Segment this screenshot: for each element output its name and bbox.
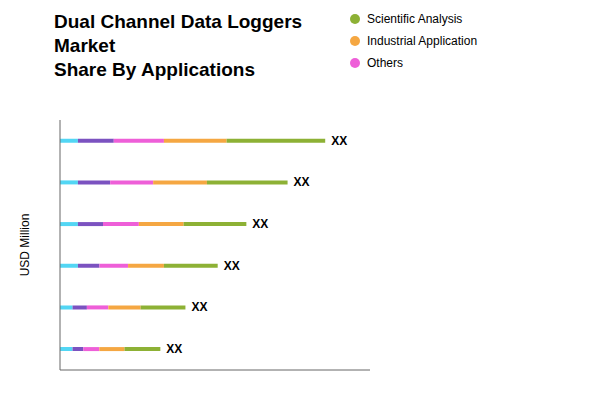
html-text:Dual Channel Data Loggers Mark: Dual Channel Data Loggers Market Share B… — [54, 11, 303, 80]
svg-text:XX: XX — [191, 300, 207, 314]
svg-text:XX: XX — [252, 217, 268, 231]
svg-text:XX: XX — [331, 134, 347, 148]
svg-text:XX: XX — [166, 342, 182, 356]
html-text:Industrial Application: Industrial Application — [367, 34, 478, 48]
svg-text:XX: XX — [294, 175, 310, 189]
html-text:Scientific Analysis: Scientific Analysis — [367, 12, 463, 26]
html-text:Others: Others — [367, 56, 403, 70]
svg-text:USD Million: USD Million — [18, 214, 32, 277]
svg-text:XX: XX — [224, 259, 240, 273]
